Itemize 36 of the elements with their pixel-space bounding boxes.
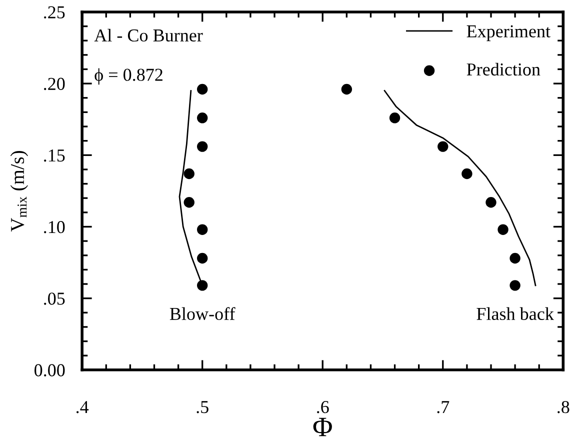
x-tick-label: .8 — [558, 400, 570, 414]
point — [462, 168, 472, 180]
point — [196, 141, 208, 152]
point — [510, 280, 520, 291]
x-tick-label: .5 — [196, 401, 208, 414]
annotation: Blow-off — [170, 307, 236, 320]
line-series — [384, 90, 536, 286]
x-tick-label: .4 — [76, 401, 89, 414]
legend-label: Prediction — [466, 62, 540, 76]
point — [196, 112, 208, 124]
x-tick-label: .7 — [437, 401, 450, 414]
point — [438, 141, 448, 152]
point — [184, 197, 194, 208]
point — [389, 112, 400, 124]
legend-label: Experiment — [466, 25, 550, 42]
point — [196, 280, 208, 291]
point — [486, 197, 496, 208]
point — [196, 252, 208, 264]
y-tick-label: .25 — [44, 6, 65, 18]
point — [498, 224, 508, 235]
y-tick-label: 0.00 — [34, 364, 65, 376]
annotation: ϕ = 0.872 — [94, 68, 162, 85]
annotation: Al - Co Burner — [94, 28, 203, 42]
point — [184, 168, 194, 180]
y-tick-label: .15 — [44, 149, 65, 162]
annotation: Flash back — [476, 307, 554, 320]
point — [196, 84, 208, 95]
y-tick-label: .20 — [44, 78, 65, 90]
y-tick-label: .05 — [44, 292, 65, 305]
point — [196, 224, 208, 235]
x-tick-label: .6 — [317, 401, 329, 414]
y-tick-label: .10 — [44, 220, 65, 234]
y-axis-title: V$_{mix}$ (m/s) — [10, 150, 28, 232]
point — [341, 84, 352, 95]
point — [510, 252, 520, 264]
x-axis-title: Φ — [313, 418, 332, 436]
